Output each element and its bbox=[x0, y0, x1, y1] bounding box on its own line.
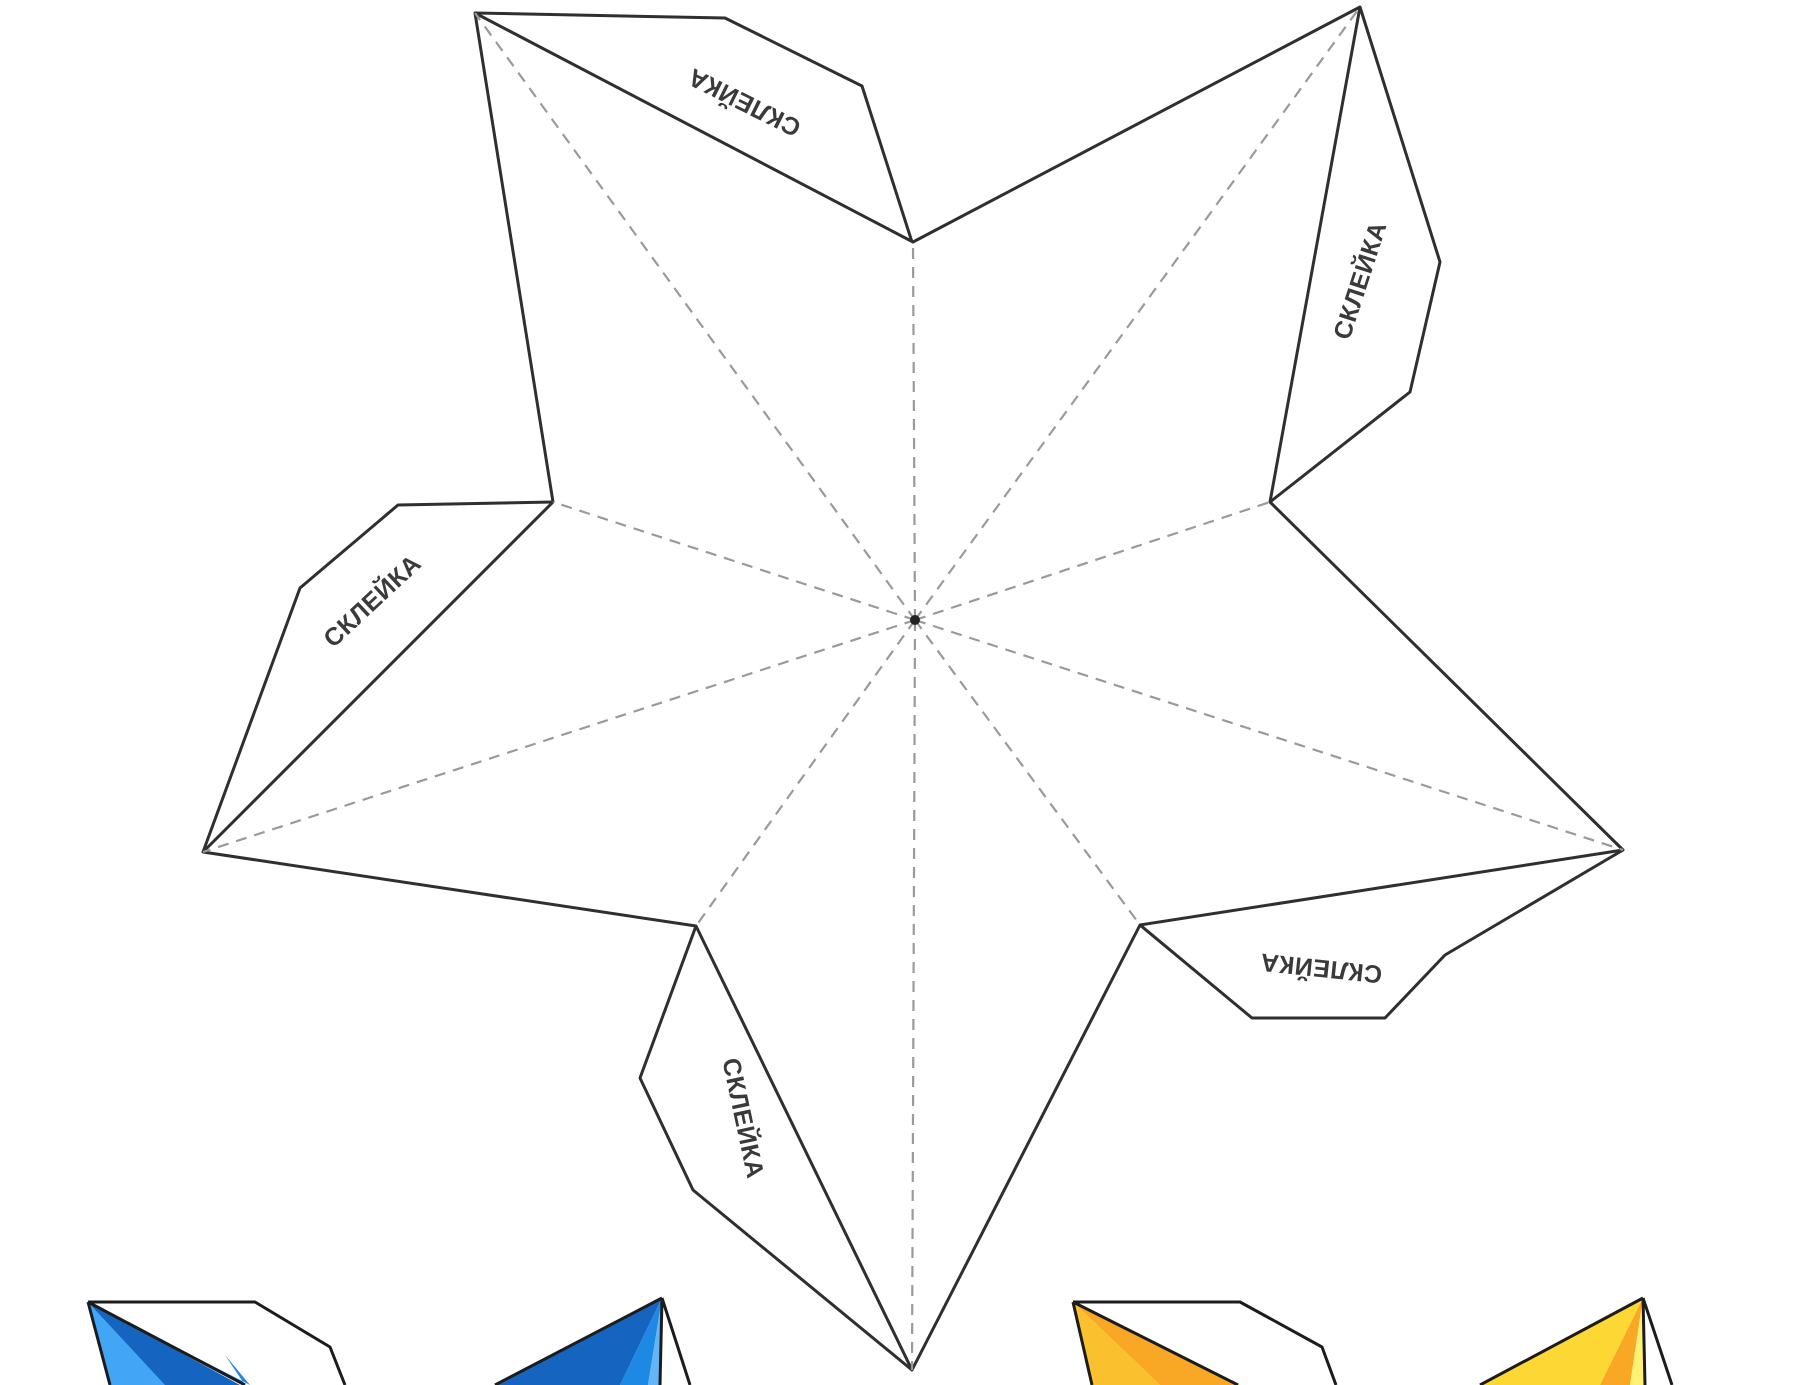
glue-tab-label-bottom-right: СКЛЕЙКА bbox=[1259, 948, 1384, 991]
star-outline bbox=[201, 5, 1625, 1372]
blue-star-arm-left-light bbox=[88, 1302, 165, 1385]
yellow-star-outline bbox=[1071, 1296, 1674, 1385]
yellow-star-arm-right-light bbox=[1630, 1298, 1645, 1385]
glue-tab-label-left: СКЛЕЙКА bbox=[317, 548, 427, 653]
glue-tab-label-bottom-left: СКЛЕЙКА bbox=[716, 1055, 771, 1181]
blue-star-preview bbox=[86, 1296, 692, 1385]
glue-tab-left bbox=[201, 500, 554, 853]
fold-lines bbox=[202, 6, 1624, 1371]
glue-tab-label-right: СКЛЕЙКА bbox=[1326, 217, 1392, 343]
center-point bbox=[910, 615, 920, 625]
yellow-star-arm-right-mid bbox=[1600, 1298, 1643, 1385]
glue-tab-bottom-right bbox=[1139, 848, 1624, 1020]
yellow-star-arm-left bbox=[1073, 1302, 1160, 1385]
yellow-star-preview bbox=[1071, 1296, 1674, 1385]
blue-star-arm-right-light bbox=[648, 1298, 662, 1385]
glue-tab-bottom-left bbox=[638, 925, 913, 1372]
blue-star-outline bbox=[86, 1296, 692, 1385]
glue-tab-right bbox=[1269, 6, 1442, 504]
glue-tab-top bbox=[474, 11, 914, 243]
